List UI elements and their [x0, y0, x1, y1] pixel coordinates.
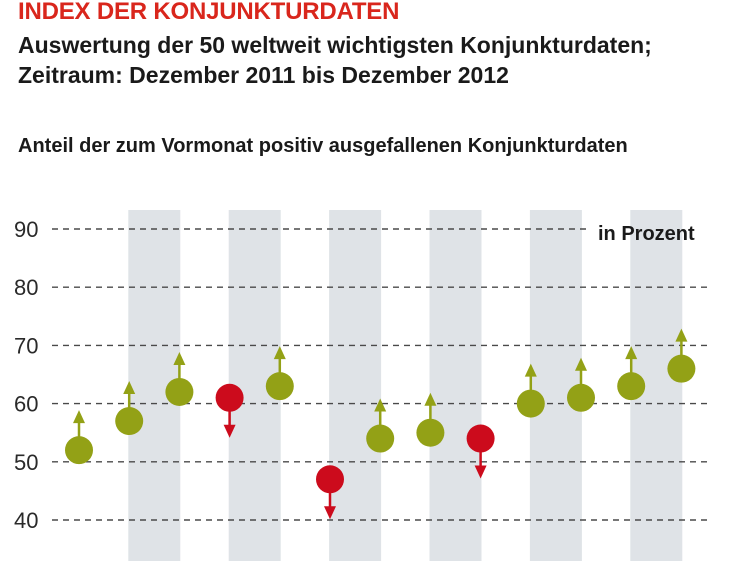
shaded-bands — [128, 210, 683, 561]
arrow-up-icon — [273, 346, 286, 360]
point-positive — [65, 436, 93, 465]
data-point — [516, 363, 545, 418]
chart-title: INDEX DER KONJUNKTURDATEN — [18, 0, 400, 25]
chart-subtitle: Auswertung der 50 weltweit wichtigsten K… — [18, 30, 652, 90]
shaded-band — [429, 210, 482, 561]
point-positive — [265, 372, 294, 401]
arrow-up-icon — [625, 346, 638, 360]
grid-lines — [52, 228, 710, 521]
subtitle-line-1: Auswertung der 50 weltweit wichtigsten K… — [18, 32, 652, 58]
y-tick-label: 40 — [14, 508, 38, 533]
data-point — [265, 346, 294, 401]
point-negative — [215, 383, 244, 412]
point-positive — [115, 407, 144, 436]
arrow-up-icon — [424, 392, 437, 406]
arrow-up-icon — [374, 398, 387, 412]
y-axis-labels: 90 80 70 60 50 40 — [14, 217, 38, 533]
y-tick-label: 70 — [14, 333, 38, 358]
y-tick-label: 90 — [14, 217, 38, 242]
point-positive — [165, 377, 194, 406]
data-point — [316, 465, 344, 520]
point-positive — [567, 383, 595, 412]
point-positive — [667, 354, 696, 383]
arrow-up-icon — [524, 363, 537, 377]
point-positive — [416, 418, 445, 447]
chart-heading: Anteil der zum Vormonat positiv ausgefal… — [18, 135, 628, 157]
data-point — [65, 410, 93, 465]
shaded-band — [529, 210, 582, 561]
data-point — [366, 398, 395, 453]
arrow-down-icon — [223, 424, 236, 438]
point-negative — [316, 465, 344, 494]
point-positive — [516, 389, 545, 418]
data-point — [617, 346, 646, 401]
arrow-up-icon — [173, 351, 186, 365]
point-positive — [617, 372, 646, 401]
y-tick-label: 50 — [14, 450, 38, 475]
shaded-band — [329, 210, 382, 561]
data-point — [416, 392, 445, 447]
arrow-up-icon — [575, 357, 587, 371]
data-point — [567, 357, 595, 412]
arrow-up-icon — [123, 381, 136, 395]
arrow-up-icon — [73, 410, 85, 424]
y-tick-label: 60 — [14, 392, 38, 417]
data-points — [65, 328, 696, 520]
data-point — [115, 381, 144, 436]
y-tick-label: 80 — [14, 275, 38, 300]
data-point — [165, 351, 194, 406]
arrow-up-icon — [675, 328, 688, 342]
data-point — [667, 328, 696, 383]
unit-label: in Prozent — [598, 223, 695, 245]
data-point — [466, 424, 495, 479]
point-negative — [466, 424, 495, 453]
subtitle-line-2: Zeitraum: Dezember 2011 bis Dezember 201… — [18, 62, 509, 88]
data-point — [215, 383, 244, 438]
point-positive — [366, 424, 395, 453]
arrow-down-icon — [324, 506, 336, 520]
arrow-down-icon — [474, 465, 487, 479]
